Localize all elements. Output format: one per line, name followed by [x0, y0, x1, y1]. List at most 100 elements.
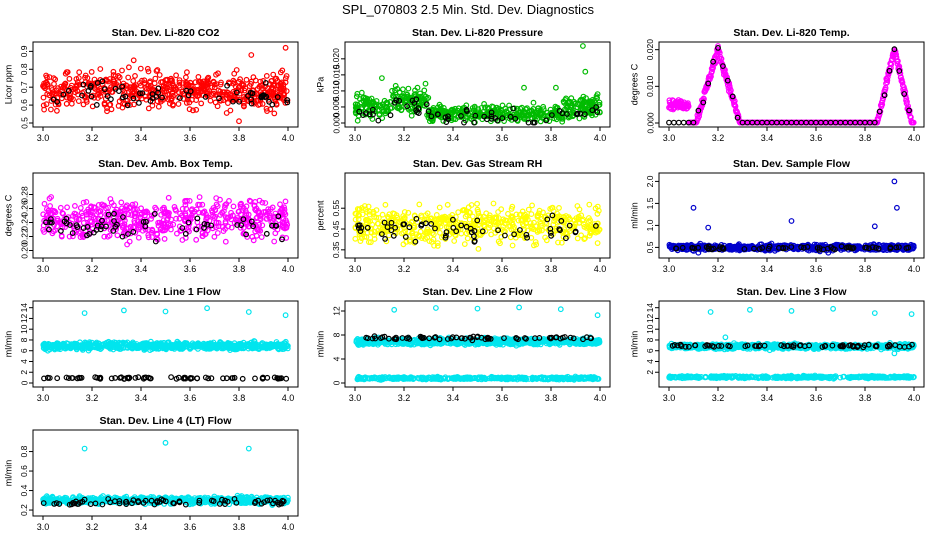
data-point: [716, 49, 723, 56]
data-point: [49, 230, 56, 237]
data-point: [83, 215, 90, 222]
data-point: [582, 68, 589, 75]
y-tick-label: 8: [19, 337, 29, 342]
data-point: [207, 97, 214, 104]
data-point: [168, 374, 175, 381]
data-point: [76, 230, 83, 237]
data-point: [250, 221, 257, 228]
data-point: [179, 205, 186, 212]
series-2-5-min: [41, 374, 290, 382]
data-point: [58, 233, 65, 240]
data-point: [137, 82, 144, 89]
data-point: [589, 98, 596, 105]
data-point: [891, 178, 898, 185]
data-point: [184, 197, 190, 204]
data-point: [553, 84, 559, 91]
data-point: [529, 202, 535, 209]
data-point: [282, 312, 289, 319]
data-point: [510, 105, 516, 112]
data-point: [73, 216, 80, 223]
data-point: [581, 113, 588, 120]
data-point: [195, 73, 202, 80]
data-point: [210, 78, 217, 85]
y-tick-label: 0.020: [331, 48, 341, 70]
chart-title: Stan. Dev. Sample Flow: [733, 158, 851, 170]
data-point: [173, 72, 180, 79]
series-all: [40, 44, 291, 125]
data-point: [421, 87, 428, 94]
data-point: [123, 225, 130, 232]
x-tick-label: 3.8: [859, 133, 872, 143]
data-point: [119, 94, 126, 101]
data-point: [259, 222, 266, 229]
data-point: [354, 117, 361, 124]
data-point: [251, 202, 258, 209]
data-point: [396, 89, 403, 96]
data-point: [708, 73, 714, 80]
data-point: [243, 76, 250, 83]
data-point: [177, 210, 184, 217]
data-point: [186, 106, 193, 113]
data-point: [251, 99, 258, 106]
series-all: [353, 304, 603, 349]
data-point: [260, 92, 267, 98]
data-point: [269, 101, 276, 108]
data-point: [876, 108, 883, 115]
data-point: [165, 213, 172, 219]
data-point: [559, 110, 566, 117]
data-point: [262, 79, 269, 86]
data-point: [125, 64, 132, 71]
data-point: [75, 98, 82, 104]
data-point: [230, 98, 236, 105]
series-2-5-min: [356, 96, 601, 126]
data-point: [246, 197, 253, 204]
x-tick-label: 3.0: [37, 264, 50, 274]
data-point: [159, 94, 166, 101]
data-point: [193, 106, 200, 113]
data-point: [88, 203, 94, 210]
data-point: [580, 100, 586, 107]
data-point: [788, 218, 795, 224]
data-point: [494, 117, 501, 124]
data-point: [108, 106, 115, 113]
data-point: [146, 91, 153, 98]
data-point: [886, 67, 893, 74]
data-point: [871, 119, 878, 126]
data-point: [894, 204, 900, 211]
data-point: [488, 109, 495, 116]
data-point: [168, 97, 174, 104]
data-point: [176, 95, 183, 101]
data-point: [884, 77, 891, 84]
x-tick-label: 3.0: [663, 133, 676, 143]
data-point: [392, 82, 399, 89]
data-point: [530, 99, 537, 106]
data-point: [240, 82, 247, 89]
y-tick-label: 0.5: [645, 241, 655, 253]
data-point: [393, 97, 400, 103]
y-axis-label: ml/min: [3, 331, 13, 358]
data-point: [423, 101, 430, 108]
x-tick-label: 3.2: [398, 264, 411, 274]
figure-title: SPL_070803 2.5 Min. Std. Dev. Diagnostic…: [342, 2, 594, 17]
x-tick-label: 3.4: [135, 133, 148, 143]
data-point: [470, 107, 477, 114]
data-point: [99, 78, 106, 85]
y-tick-label: 0: [19, 380, 29, 385]
data-point: [168, 216, 175, 223]
data-point: [267, 106, 274, 113]
data-point: [357, 96, 363, 102]
x-tick-label: 3.6: [184, 133, 197, 143]
data-point: [358, 89, 365, 96]
data-point: [389, 87, 395, 94]
data-point: [379, 115, 386, 121]
data-point: [283, 224, 290, 231]
data-point: [63, 100, 70, 107]
data-point: [258, 234, 265, 241]
data-point: [519, 104, 525, 111]
data-point: [876, 111, 883, 117]
data-point: [506, 102, 513, 109]
data-point: [580, 43, 586, 49]
data-point: [80, 199, 87, 206]
